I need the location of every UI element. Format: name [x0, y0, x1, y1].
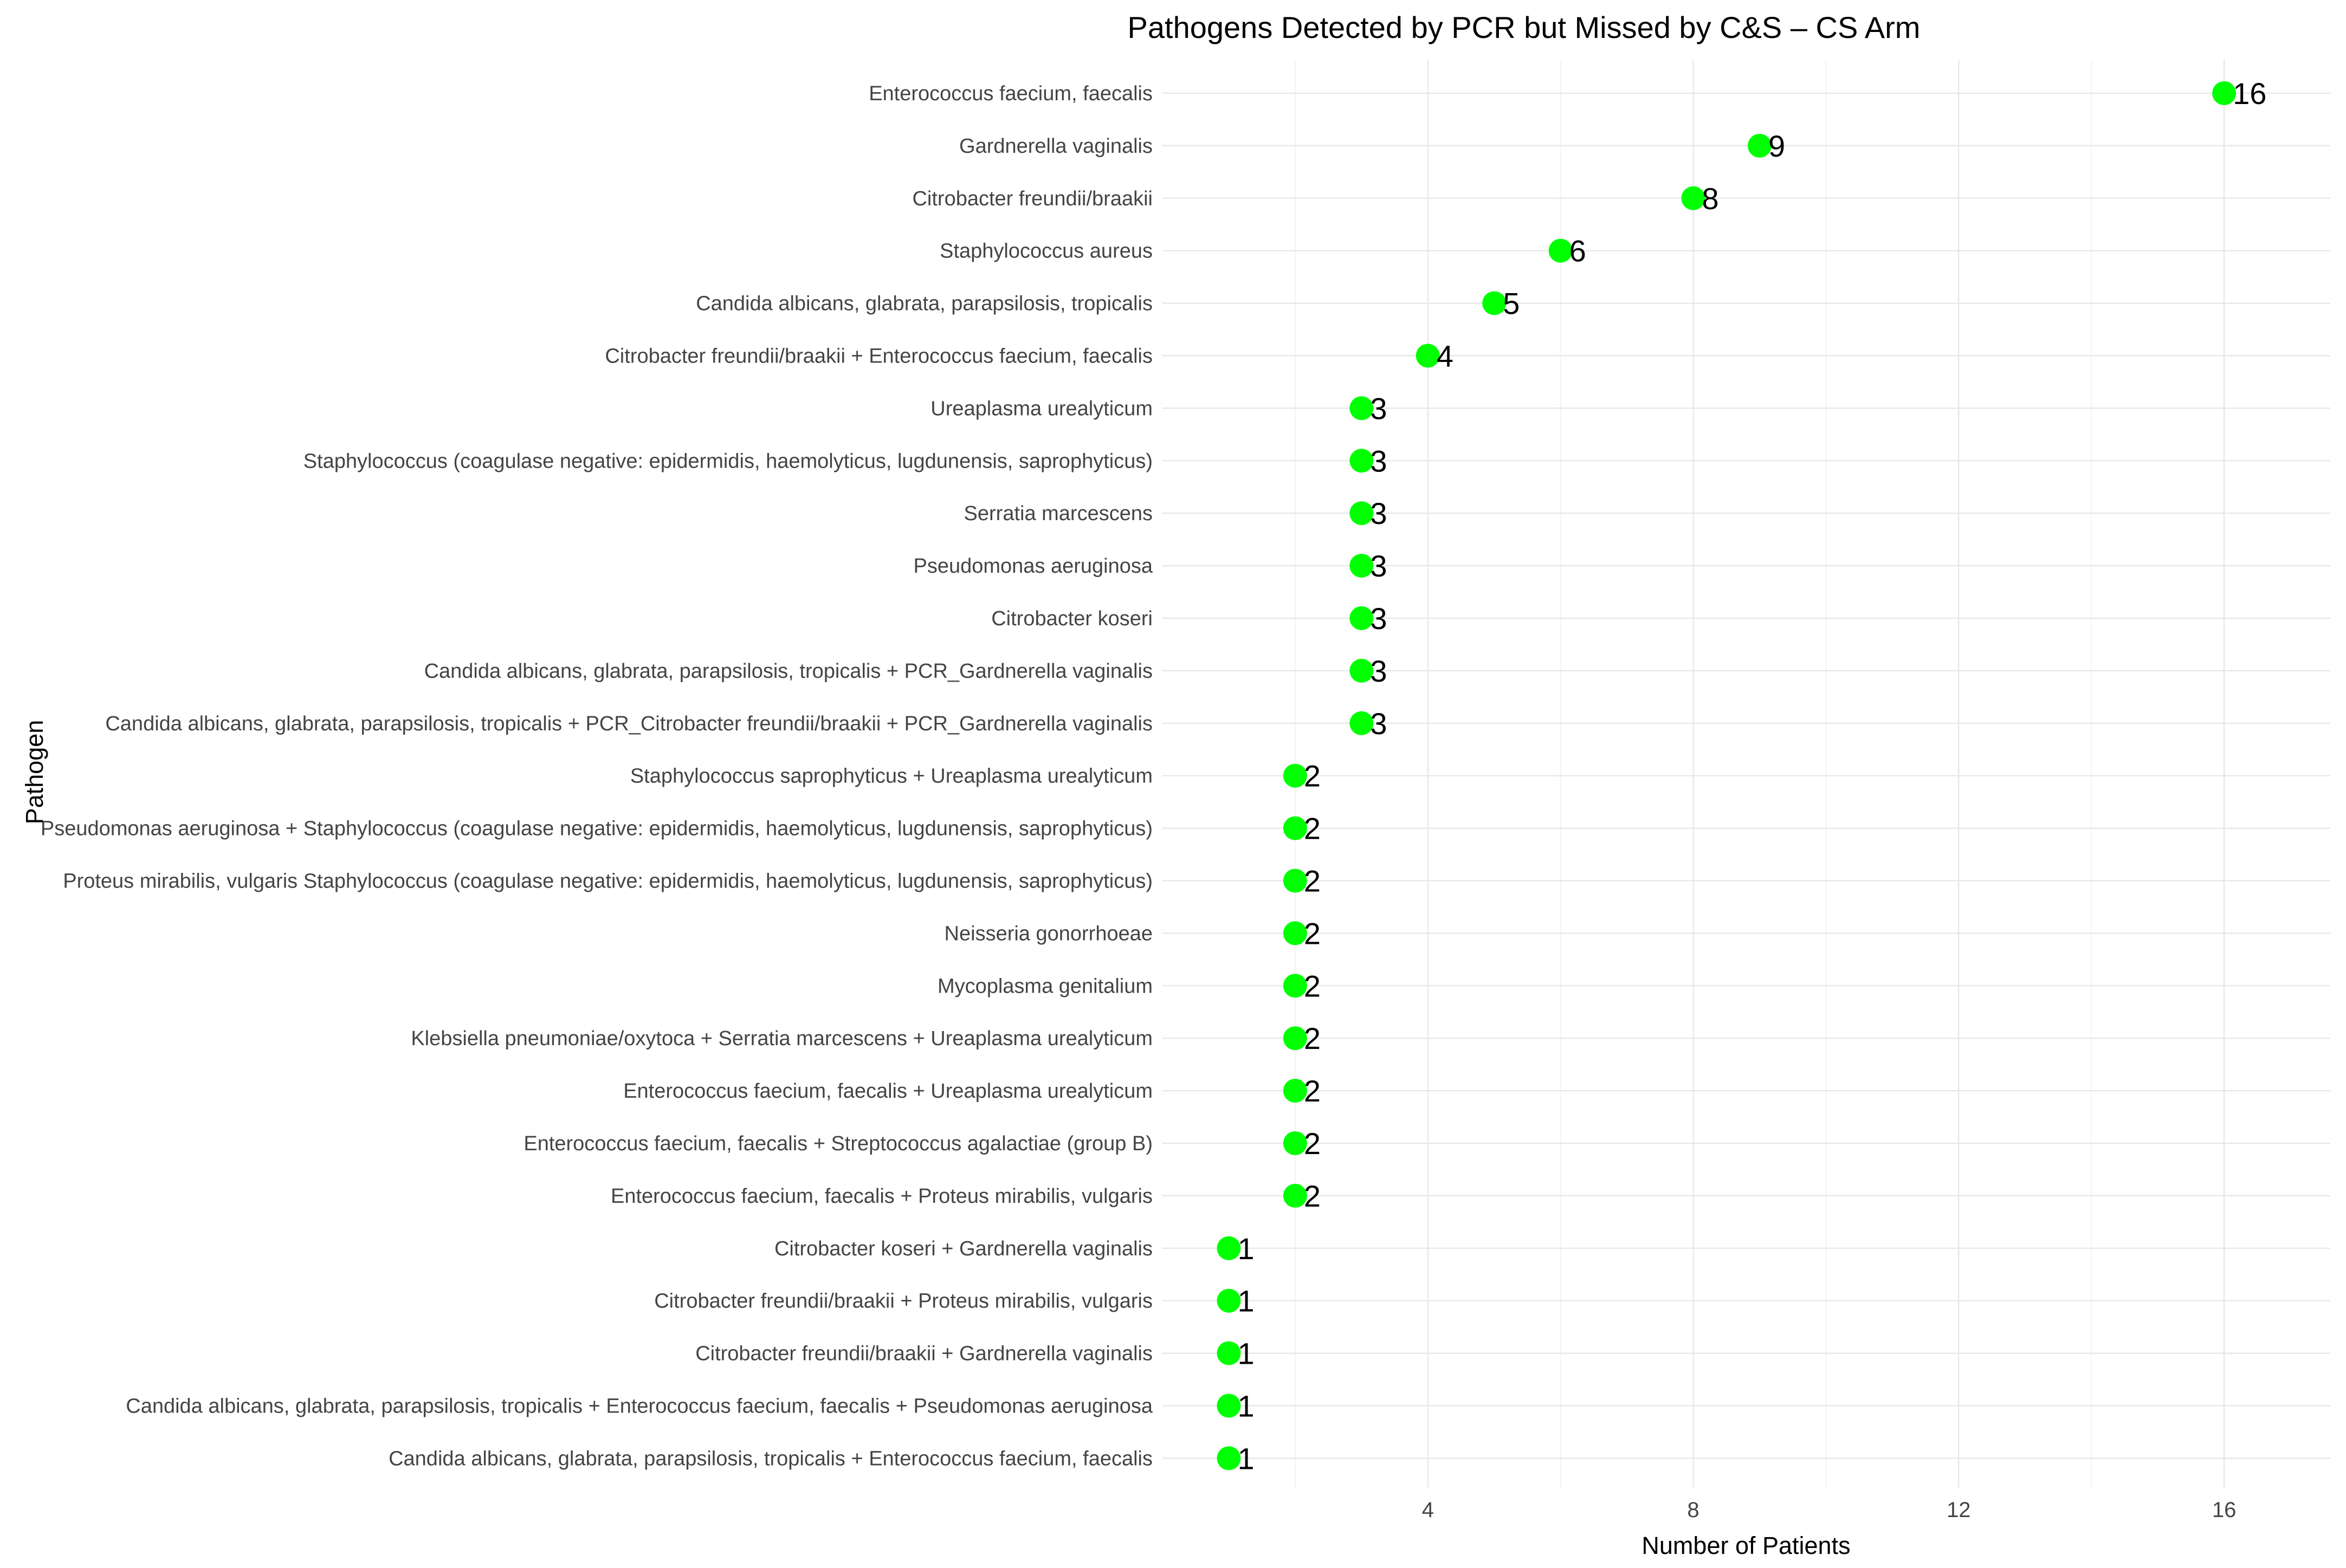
data-point	[2212, 81, 2237, 105]
y-tick-labels: Enterococcus faecium, faecalis Gardnerell…	[41, 82, 1153, 1470]
data-point	[1283, 1131, 1307, 1155]
x-tick-label: 4	[1422, 1498, 1434, 1522]
x-axis-title: Number of Patients	[1641, 1532, 1850, 1559]
data-point	[1349, 501, 1374, 526]
x-tick-label: 8	[1687, 1498, 1699, 1522]
y-tick-label: Gardnerella vaginalis	[959, 135, 1153, 158]
chart-title: Pathogens Detected by PCR but Missed by …	[1128, 10, 1921, 44]
x-tick-label: 12	[1947, 1498, 1971, 1522]
data-label: 16	[2233, 76, 2266, 111]
data-label: 1	[1237, 1441, 1254, 1475]
y-tick-label: Enterococcus faecium, faecalis + Proteus…	[611, 1185, 1153, 1208]
data-point	[1349, 606, 1374, 630]
data-point	[1283, 1079, 1307, 1103]
y-tick-label: Citrobacter freundii/braakii + Enterococ…	[605, 345, 1153, 368]
y-tick-label: Citrobacter koseri	[991, 607, 1153, 630]
data-label: 3	[1370, 707, 1387, 741]
y-tick-label: Staphylococcus aureus	[940, 240, 1153, 263]
data-label: 5	[1503, 287, 1520, 321]
data-label: 3	[1370, 444, 1387, 478]
data-point	[1217, 1394, 1241, 1418]
data-point	[1283, 1026, 1307, 1051]
data-label: 2	[1304, 1021, 1321, 1055]
data-label: 4	[1437, 339, 1453, 373]
data-label: 9	[1768, 129, 1785, 163]
data-label: 3	[1370, 391, 1387, 425]
y-tick-label: Candida albicans, glabrata, parapsilosis…	[105, 712, 1153, 735]
data-label: 2	[1304, 1074, 1321, 1108]
y-tick-label: Citrobacter koseri + Gardnerella vaginal…	[774, 1237, 1153, 1260]
data-labels: 16 9 8 6 5 4 3 3 3 3 3 3 3 2 2 2 2 2 2 2 2 2 1 1 1 1 1	[1237, 76, 2266, 1475]
data-point	[1747, 133, 1772, 158]
y-tick-label: Proteus mirabilis, vulgaris Staphylococc…	[63, 870, 1153, 893]
y-tick-label: Staphylococcus saprophyticus + Ureaplasm…	[630, 765, 1153, 788]
y-tick-label: Klebsiella pneumoniae/oxytoca + Serratia…	[411, 1027, 1153, 1050]
data-point	[1217, 1288, 1241, 1313]
data-point	[1217, 1446, 1241, 1470]
data-point	[1349, 554, 1374, 578]
data-point	[1217, 1236, 1241, 1260]
data-point	[1283, 869, 1307, 893]
data-label: 2	[1304, 1179, 1321, 1213]
data-point	[1349, 396, 1374, 420]
data-label: 1	[1237, 1232, 1254, 1266]
data-point	[1482, 291, 1507, 315]
data-point	[1217, 1341, 1241, 1365]
data-label: 2	[1304, 916, 1321, 950]
data-point	[1283, 816, 1307, 840]
data-label: 2	[1304, 759, 1321, 793]
data-label: 1	[1237, 1284, 1254, 1318]
y-tick-label: Neisseria gonorrhoeae	[945, 922, 1153, 945]
y-tick-label: Citrobacter freundii/braakii + Proteus m…	[654, 1290, 1153, 1313]
y-tick-label: Candida albicans, glabrata, parapsilosis…	[126, 1395, 1153, 1418]
grid	[1162, 60, 2330, 1487]
data-point	[1349, 711, 1374, 735]
y-axis-title: Pathogen	[21, 720, 48, 825]
y-tick-label: Candida albicans, glabrata, parapsilosis…	[424, 660, 1153, 683]
data-point	[1548, 238, 1573, 263]
data-point	[1349, 658, 1374, 683]
data-label: 8	[1702, 182, 1719, 216]
y-tick-label: Enterococcus faecium, faecalis + Ureapla…	[623, 1080, 1153, 1103]
data-label: 6	[1569, 234, 1586, 268]
data-point	[1416, 344, 1440, 368]
data-point	[1283, 974, 1307, 998]
data-label: 2	[1304, 812, 1321, 846]
x-tick-label: 16	[2212, 1498, 2237, 1522]
y-tick-label: Pseudomonas aeruginosa	[913, 555, 1153, 578]
y-tick-label: Mycoplasma genitalium	[938, 975, 1153, 997]
data-label: 3	[1370, 496, 1387, 530]
y-tick-label: Serratia marcescens	[964, 502, 1153, 525]
y-tick-label: Enterococcus faecium, faecalis + Strepto…	[524, 1132, 1153, 1155]
data-label: 2	[1304, 864, 1321, 898]
y-tick-label: Enterococcus faecium, faecalis	[869, 82, 1153, 105]
data-label: 1	[1237, 1337, 1254, 1371]
data-point	[1283, 921, 1307, 945]
data-label: 1	[1237, 1389, 1254, 1423]
data-points	[1217, 81, 2237, 1470]
data-label: 3	[1370, 549, 1387, 583]
data-label: 2	[1304, 1126, 1321, 1161]
y-tick-label: Candida albicans, glabrata, parapsilosis…	[696, 293, 1153, 315]
y-tick-label: Pseudomonas aeruginosa + Staphylococcus …	[41, 818, 1153, 840]
y-tick-label: Staphylococcus (coagulase negative: epid…	[303, 450, 1153, 472]
data-point	[1681, 186, 1705, 210]
data-label: 3	[1370, 601, 1387, 636]
y-tick-label: Citrobacter freundii/braakii	[912, 187, 1153, 210]
data-label: 3	[1370, 654, 1387, 688]
y-tick-label: Candida albicans, glabrata, parapsilosis…	[389, 1447, 1153, 1470]
x-tick-labels: 4 8 12 16	[1422, 1498, 2237, 1522]
data-label: 2	[1304, 969, 1321, 1003]
y-tick-label: Citrobacter freundii/braakii + Gardnerel…	[695, 1343, 1153, 1365]
data-point	[1283, 763, 1307, 788]
y-tick-label: Ureaplasma urealyticum	[930, 397, 1153, 420]
data-point	[1283, 1183, 1307, 1208]
data-point	[1349, 449, 1374, 473]
